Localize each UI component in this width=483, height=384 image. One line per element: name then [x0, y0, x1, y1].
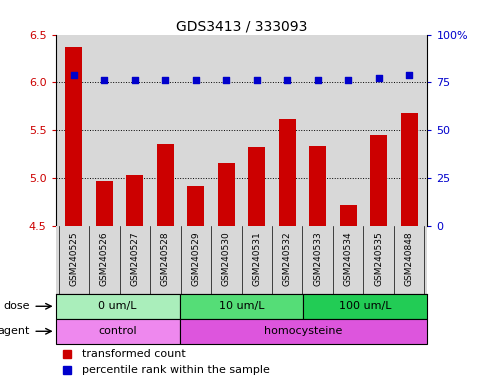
Point: [70, 71, 78, 78]
Point: [375, 75, 383, 81]
Text: GSM240848: GSM240848: [405, 231, 413, 286]
Point: [344, 77, 352, 83]
Text: GSM240534: GSM240534: [344, 231, 353, 286]
Bar: [127, 175, 143, 225]
Point: [405, 71, 413, 78]
Text: GSM240532: GSM240532: [283, 231, 292, 286]
Point: [161, 77, 169, 83]
Bar: [180, 294, 303, 319]
Text: homocysteine: homocysteine: [264, 326, 342, 336]
Title: GDS3413 / 333093: GDS3413 / 333093: [176, 20, 307, 33]
Bar: [96, 180, 113, 225]
Bar: [370, 135, 387, 225]
Point: [284, 77, 291, 83]
Text: GSM240533: GSM240533: [313, 231, 322, 286]
Text: GSM240535: GSM240535: [374, 231, 383, 286]
Text: percentile rank within the sample: percentile rank within the sample: [82, 365, 270, 375]
Text: transformed count: transformed count: [82, 349, 185, 359]
Text: GSM240531: GSM240531: [252, 231, 261, 286]
Text: dose: dose: [3, 301, 29, 311]
Bar: [279, 119, 296, 225]
Bar: [248, 147, 265, 225]
Text: GSM240529: GSM240529: [191, 231, 200, 286]
Text: GSM240525: GSM240525: [70, 231, 78, 286]
Point: [192, 77, 199, 83]
Bar: [180, 319, 427, 344]
Bar: [66, 47, 82, 225]
Bar: [309, 146, 326, 225]
Bar: [187, 186, 204, 225]
Bar: [218, 164, 235, 225]
Bar: [56, 319, 180, 344]
Bar: [303, 294, 427, 319]
Text: GSM240530: GSM240530: [222, 231, 231, 286]
Bar: [56, 294, 180, 319]
Point: [100, 77, 108, 83]
Point: [314, 77, 322, 83]
Point: [253, 77, 261, 83]
Point: [131, 77, 139, 83]
Bar: [157, 144, 174, 225]
Text: 100 um/L: 100 um/L: [339, 301, 392, 311]
Text: control: control: [98, 326, 137, 336]
Text: 10 um/L: 10 um/L: [219, 301, 264, 311]
Text: 0 um/L: 0 um/L: [98, 301, 137, 311]
Text: GSM240528: GSM240528: [161, 231, 170, 286]
Bar: [401, 113, 417, 225]
Text: GSM240527: GSM240527: [130, 231, 139, 286]
Text: GSM240526: GSM240526: [100, 231, 109, 286]
Point: [222, 77, 230, 83]
Text: agent: agent: [0, 326, 29, 336]
Bar: [340, 205, 356, 225]
